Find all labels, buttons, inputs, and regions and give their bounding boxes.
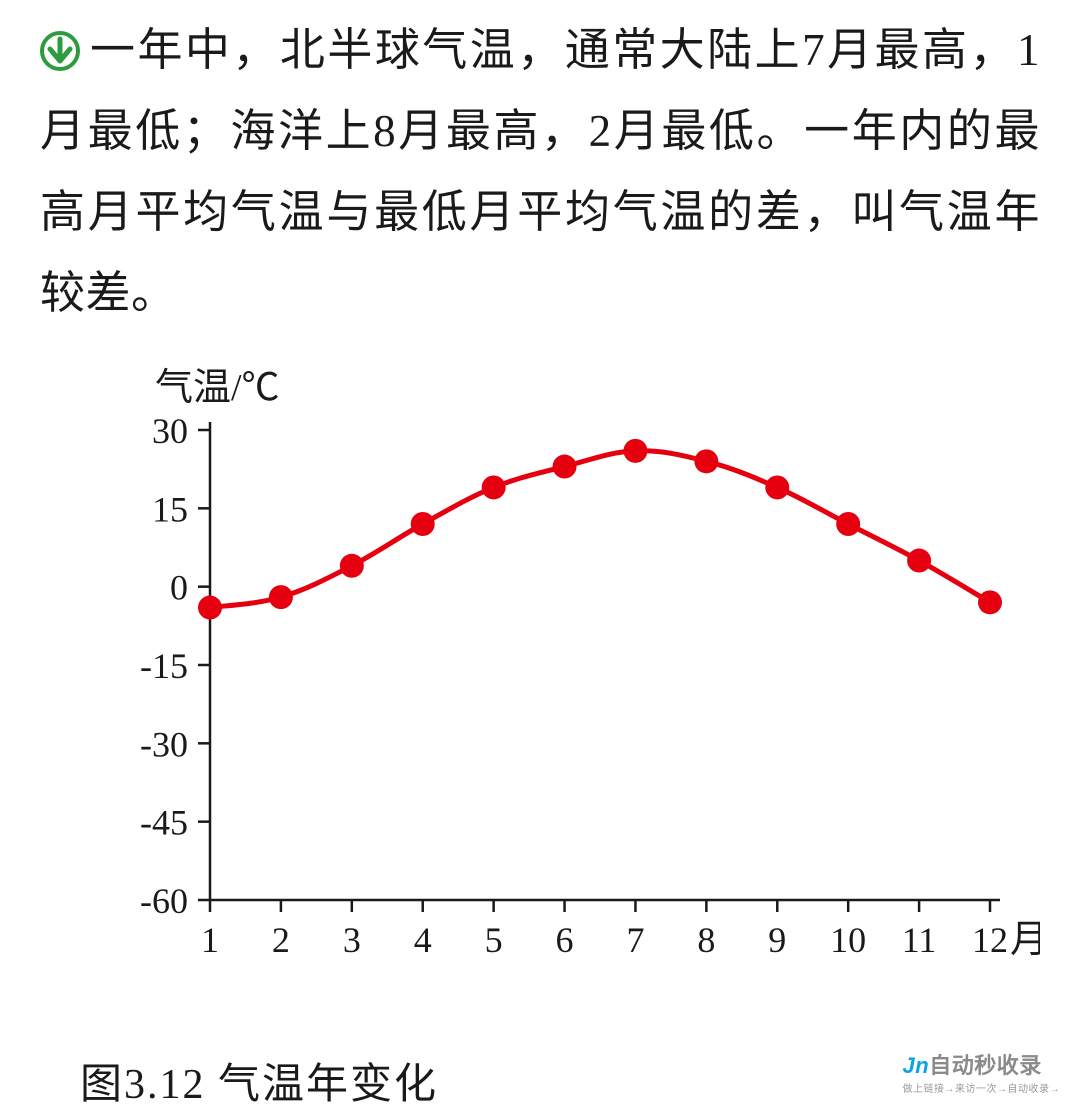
svg-text:30: 30 [152, 411, 188, 451]
svg-text:6: 6 [556, 920, 574, 960]
svg-text:-45: -45 [140, 803, 188, 843]
svg-text:-15: -15 [140, 646, 188, 686]
watermark-logo: Jn自动秒收录 [903, 1048, 1061, 1080]
svg-text:5: 5 [485, 920, 503, 960]
svg-text:-60: -60 [140, 881, 188, 921]
svg-text:12: 12 [972, 920, 1008, 960]
temperature-chart: 气温/℃30150-15-30-45-60123456789101112月份 [40, 360, 1040, 1040]
svg-text:15: 15 [152, 489, 188, 529]
intro-paragraph: 一年中，北半球气温，通常大陆上7月最高，1月最低；海洋上8月最高，2月最低。一年… [40, 10, 1040, 334]
svg-text:0: 0 [170, 568, 188, 608]
svg-text:7: 7 [626, 920, 644, 960]
svg-text:9: 9 [768, 920, 786, 960]
svg-text:8: 8 [697, 920, 715, 960]
svg-text:月份: 月份 [1010, 919, 1040, 961]
figure-caption: 图3.12 气温年变化 [80, 1050, 438, 1111]
svg-text:10: 10 [830, 920, 866, 960]
svg-text:2: 2 [272, 920, 290, 960]
watermark-subtext: 做上链接→来访一次→自动收录→ [903, 1080, 1061, 1095]
svg-text:气温/℃: 气温/℃ [155, 367, 280, 409]
intro-text: 一年中，北半球气温，通常大陆上7月最高，1月最低；海洋上8月最高，2月最低。一年… [40, 25, 1040, 318]
watermark: Jn自动秒收录 做上链接→来访一次→自动收录→ [903, 1048, 1061, 1095]
svg-text:1: 1 [201, 920, 219, 960]
svg-text:11: 11 [902, 920, 937, 960]
svg-text:4: 4 [414, 920, 432, 960]
svg-text:-30: -30 [140, 724, 188, 764]
svg-text:3: 3 [343, 920, 361, 960]
down-arrow-bullet-icon [40, 16, 80, 56]
